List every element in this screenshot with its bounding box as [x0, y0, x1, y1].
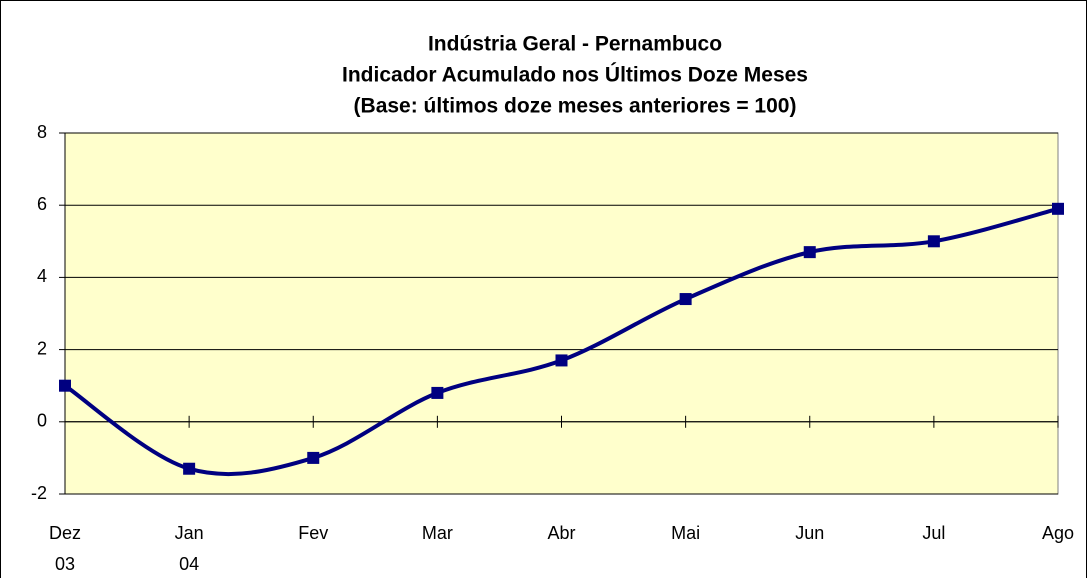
- y-tick-label: 8: [37, 122, 47, 142]
- chart-title: Indicador Acumulado nos Últimos Doze Mes…: [342, 63, 808, 87]
- y-tick-label: 2: [37, 338, 47, 358]
- marker: [803, 246, 816, 259]
- x-tick-label: Jun: [795, 523, 824, 543]
- marker: [927, 235, 940, 248]
- marker: [307, 451, 320, 464]
- x-tick-label: Jan 04: [175, 523, 204, 574]
- chart-title: (Base: últimos doze meses anteriores = 1…: [354, 95, 797, 118]
- y-tick-label: 6: [37, 194, 47, 214]
- y-tick-label: -2: [31, 483, 47, 503]
- y-tick-label: 0: [37, 411, 47, 431]
- y-tick-label: 4: [37, 266, 47, 286]
- marker: [431, 386, 444, 399]
- x-tick-label: Mai: [671, 523, 700, 543]
- marker: [679, 293, 692, 306]
- marker: [555, 354, 568, 367]
- x-tick-label: Mar: [422, 523, 453, 543]
- x-tick-label: Ago: [1042, 523, 1074, 543]
- marker: [59, 379, 71, 392]
- marker: [183, 462, 196, 475]
- x-tick-label: Fev: [298, 523, 328, 543]
- x-tick-label: Dez 03: [49, 523, 81, 574]
- marker: [1052, 202, 1064, 215]
- x-tick-label: Abr: [547, 523, 575, 543]
- chart-title: Indústria Geral - Pernambuco: [428, 33, 722, 56]
- plot-area: [64, 132, 1059, 495]
- x-tick-label: Jul: [922, 523, 945, 543]
